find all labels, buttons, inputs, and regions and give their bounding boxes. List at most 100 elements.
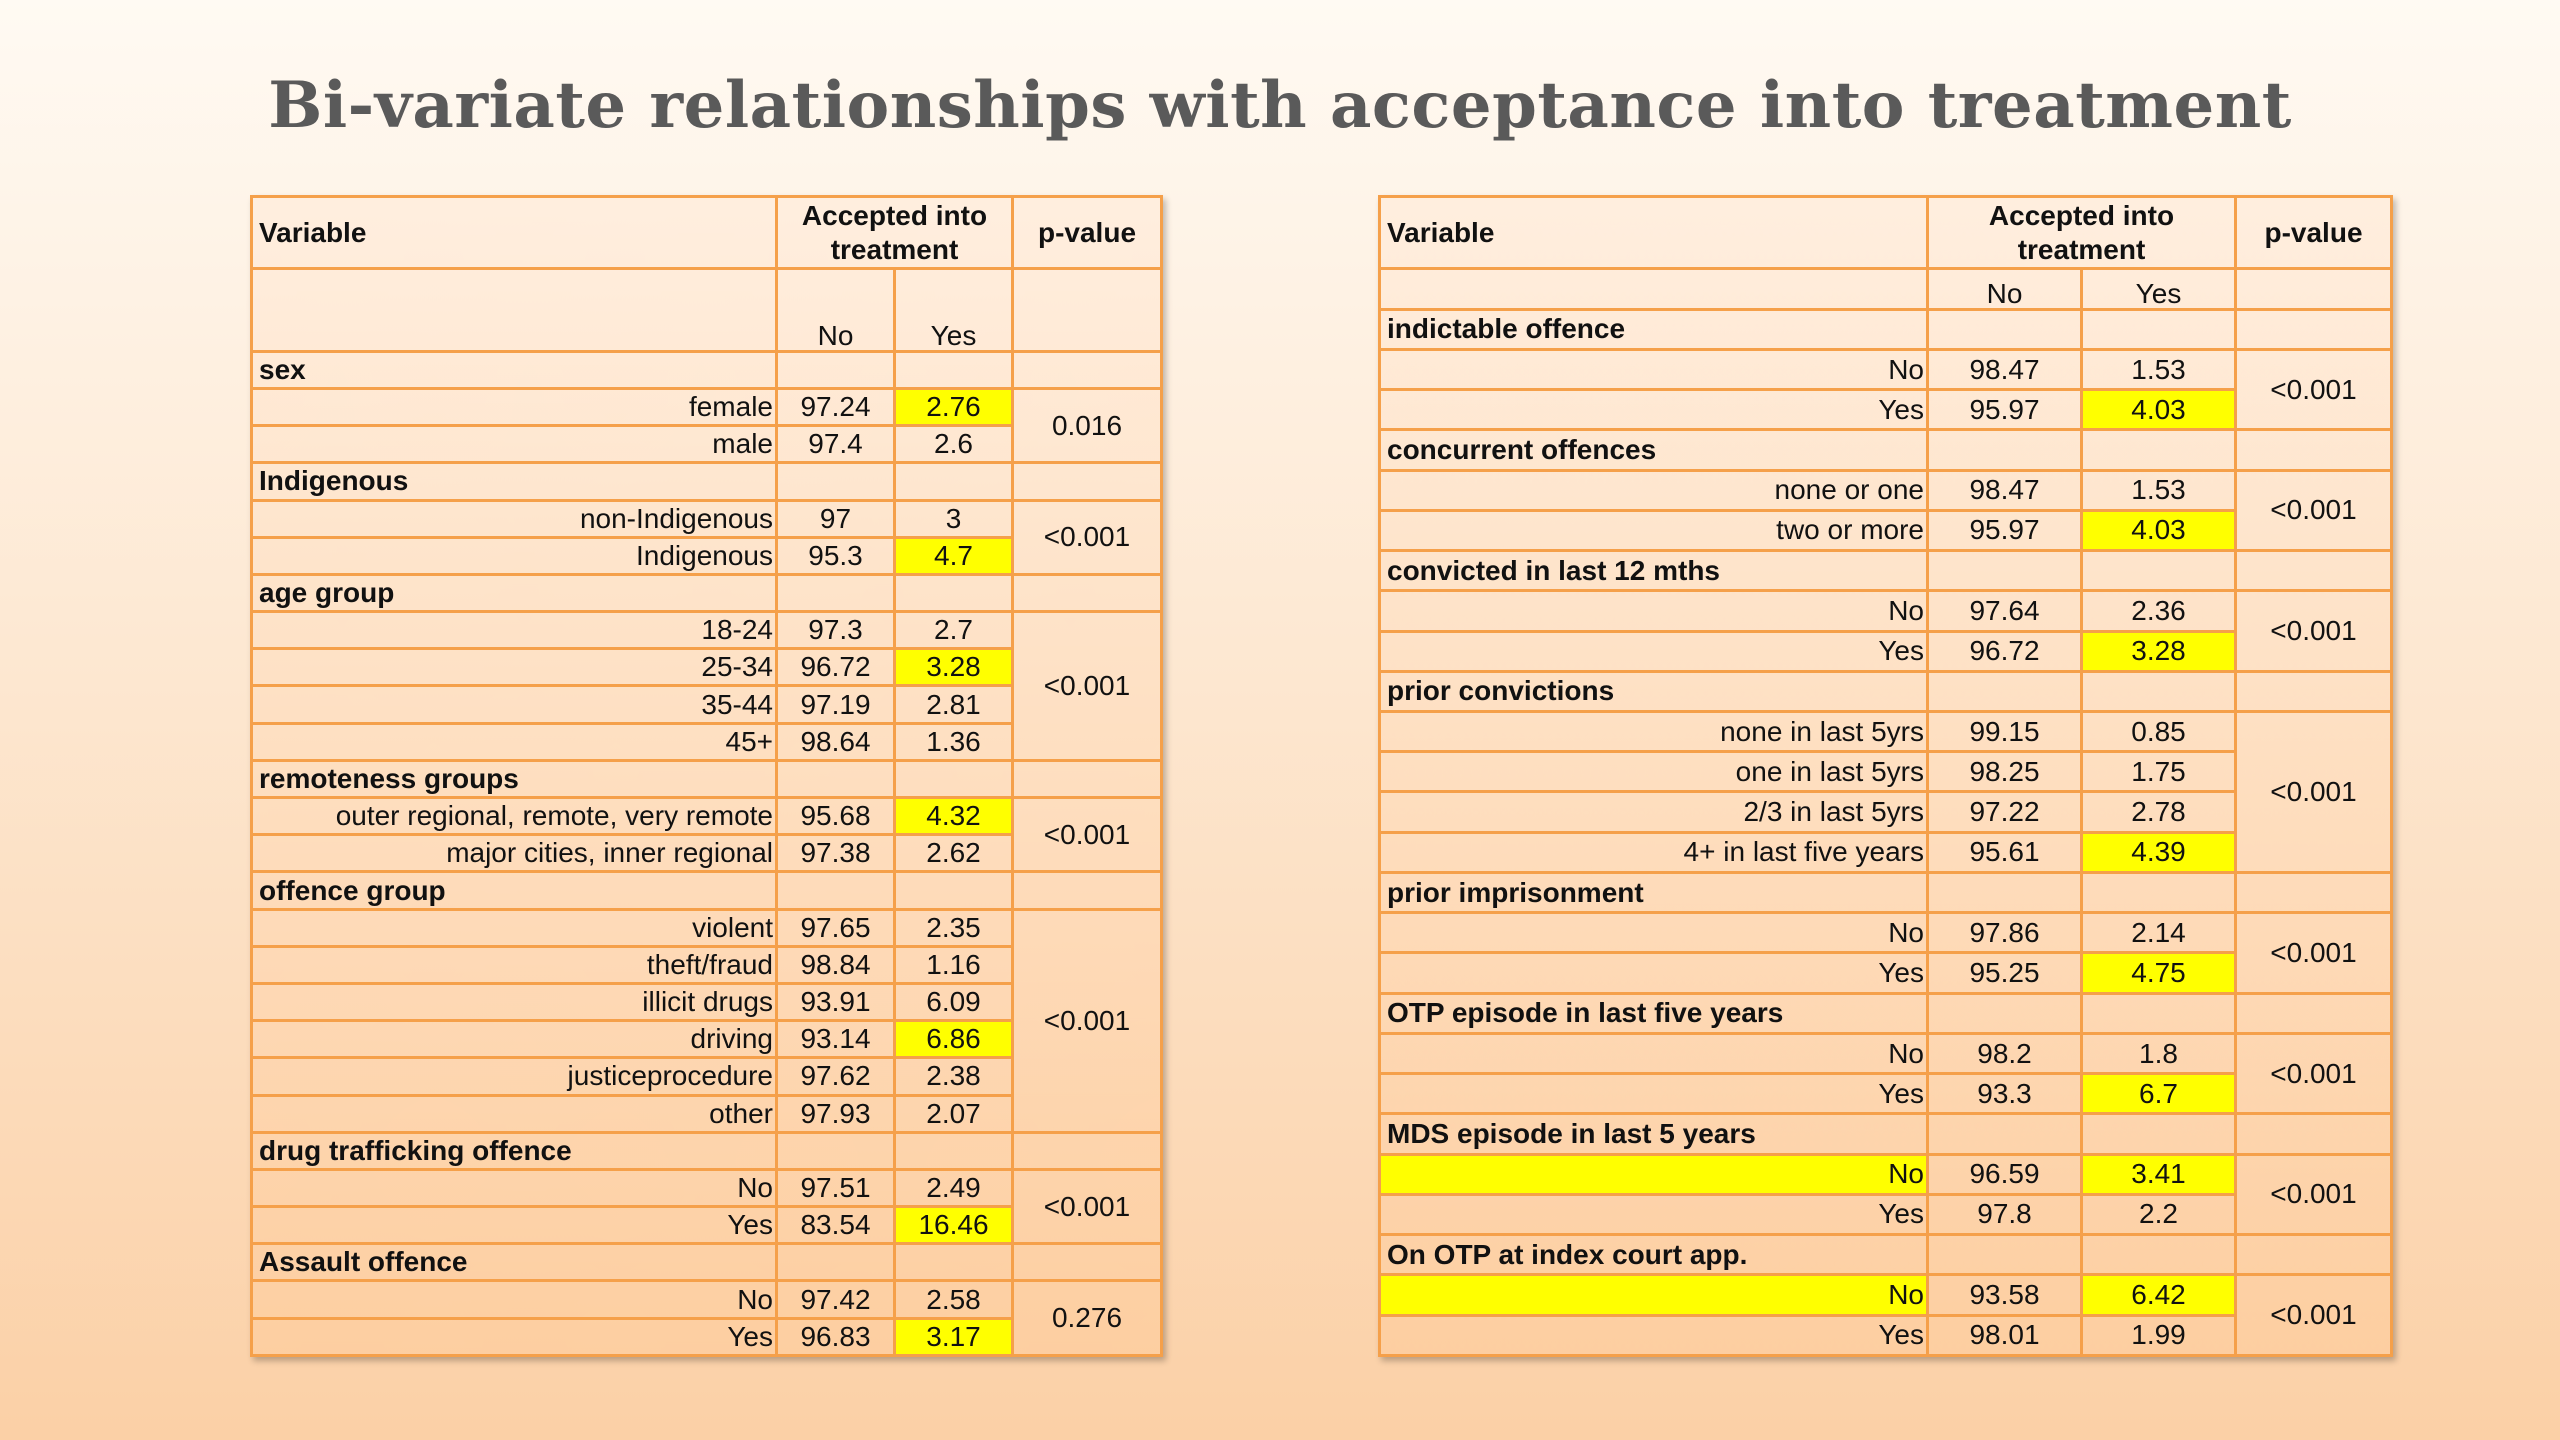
section-blank-cell: [775, 1242, 896, 1283]
level-label: outer regional, remote, very remote: [250, 796, 778, 837]
section-blank-cell: [2234, 1233, 2393, 1277]
p-value: <0.001: [2234, 589, 2393, 673]
section-blank-cell: [2234, 549, 2393, 593]
table-row: major cities, inner regional 97.38 2.62: [250, 833, 1162, 874]
no-value: 96.72: [775, 647, 896, 688]
table-row: two or more 95.97 4.03: [1378, 508, 2392, 553]
section-row: convicted in last 12 mths: [1378, 549, 2393, 593]
level-label: Yes: [250, 1316, 778, 1358]
level-label: Yes: [1378, 951, 1929, 995]
level-label: Yes: [1378, 388, 1929, 432]
yes-value: 6.42: [2080, 1273, 2237, 1317]
section-blank-cell: [775, 572, 896, 614]
p-value: <0.001: [2234, 710, 2393, 874]
section-blank-cell: [775, 349, 896, 390]
table-row: No 97.86 2.14 <0.001: [1378, 911, 2393, 995]
level-label: justiceprocedure: [250, 1056, 778, 1097]
section-row: drug trafficking offence: [250, 1130, 1163, 1171]
section-row: On OTP at index court app.: [1378, 1233, 2393, 1277]
no-value: 95.61: [1926, 830, 2083, 874]
section-blank-cell: [775, 461, 896, 502]
level-label: No: [1378, 1273, 1929, 1317]
level-label: No: [1378, 1152, 1929, 1196]
level-label: No: [1378, 347, 1929, 392]
yes-value: 6.7: [2080, 1072, 2237, 1116]
section-label: concurrent offences: [1378, 428, 1929, 472]
section-label: sex: [250, 349, 778, 390]
section-row: remoteness groups: [250, 758, 1163, 800]
variable-header: Variable: [1378, 194, 1929, 271]
section-row: indictable offence: [1378, 307, 2393, 351]
table-row: other 97.93 2.07: [250, 1093, 1162, 1134]
level-label: one in last 5yrs: [1378, 750, 1929, 794]
yes-value: 2.58: [893, 1279, 1014, 1320]
yes-value: 4.7: [893, 535, 1014, 576]
section-blank-cell: [2080, 307, 2237, 351]
section-label: On OTP at index court app.: [1378, 1233, 1929, 1277]
p-value: <0.001: [2234, 911, 2393, 995]
yes-value: 2.62: [893, 833, 1014, 874]
level-label: non-Indigenous: [250, 498, 778, 539]
no-value: 97.42: [775, 1279, 896, 1320]
p-value: <0.001: [1011, 610, 1163, 762]
yes-value: 6.09: [893, 981, 1014, 1023]
yes-value: 1.99: [2080, 1313, 2237, 1358]
section-row: offence group: [250, 870, 1163, 911]
table-row: male 97.4 2.6: [250, 424, 1162, 465]
table-row: No 97.51 2.49 <0.001: [250, 1167, 1163, 1246]
level-label: 2/3 in last 5yrs: [1378, 790, 1929, 834]
section-label: OTP episode in last five years: [1378, 991, 1929, 1035]
yes-value: 1.53: [2080, 468, 2237, 512]
section-label: age group: [250, 572, 778, 614]
level-label: 45+: [250, 721, 778, 762]
section-blank-cell: [2080, 549, 2237, 593]
section-blank-cell: [1011, 758, 1163, 800]
section-blank-cell: [893, 461, 1014, 502]
p-value: <0.001: [2234, 1273, 2393, 1357]
no-value: 95.97: [1926, 388, 2083, 432]
level-label: Yes: [250, 1205, 778, 1246]
section-label: drug trafficking offence: [250, 1130, 778, 1171]
section-label: convicted in last 12 mths: [1378, 549, 1929, 593]
yes-value: 3.41: [2080, 1152, 2237, 1196]
no-value: 98.84: [775, 944, 896, 985]
section-blank-cell: [1926, 991, 2083, 1035]
yes-value: 3.28: [893, 647, 1014, 688]
section-row: concurrent offences: [1378, 428, 2393, 472]
yes-value: 4.39: [2080, 830, 2237, 874]
p-value: 0.276: [1011, 1279, 1163, 1357]
section-blank-cell: [1926, 870, 2083, 915]
section-row: Assault offence: [250, 1242, 1163, 1283]
yes-value: 2.7: [893, 610, 1014, 651]
section-row: Indigenous: [250, 461, 1163, 502]
section-label: offence group: [250, 870, 778, 911]
yes-value: 1.8: [2080, 1031, 2237, 1076]
subheader-blank: [2234, 267, 2393, 311]
table-row: No 98.2 1.8 <0.001: [1378, 1031, 2393, 1116]
yes-value: 4.75: [2080, 951, 2237, 995]
no-value: 97.4: [775, 424, 896, 465]
table-row: No 93.58 6.42 <0.001: [1378, 1273, 2393, 1357]
yes-value: 2.07: [893, 1093, 1014, 1134]
no-value: 97.64: [1926, 589, 2083, 633]
section-blank-cell: [893, 1130, 1014, 1171]
yes-value: 2.76: [893, 386, 1014, 428]
section-blank-cell: [2080, 428, 2237, 472]
section-label: remoteness groups: [250, 758, 778, 800]
header-row: Variable Accepted into treatment p-value: [250, 194, 1163, 271]
level-label: No: [1378, 589, 1929, 633]
level-label: violent: [250, 907, 778, 948]
section-blank-cell: [893, 1242, 1014, 1283]
no-value: 99.15: [1926, 710, 2083, 754]
yes-value: 2.35: [893, 907, 1014, 948]
level-label: Yes: [1378, 1313, 1929, 1358]
level-label: No: [1378, 911, 1929, 955]
section-blank-cell: [2080, 1112, 2237, 1156]
header-row: Variable Accepted into treatment p-value: [1378, 194, 2393, 271]
table-row: Yes 96.72 3.28: [1378, 629, 2392, 673]
table-row: 25-34 96.72 3.28: [250, 647, 1162, 688]
table-row: Yes 95.25 4.75: [1378, 951, 2392, 995]
section-blank-cell: [775, 870, 896, 911]
accepted-header: Accepted into treatment: [775, 194, 1014, 271]
level-label: No: [250, 1279, 778, 1320]
